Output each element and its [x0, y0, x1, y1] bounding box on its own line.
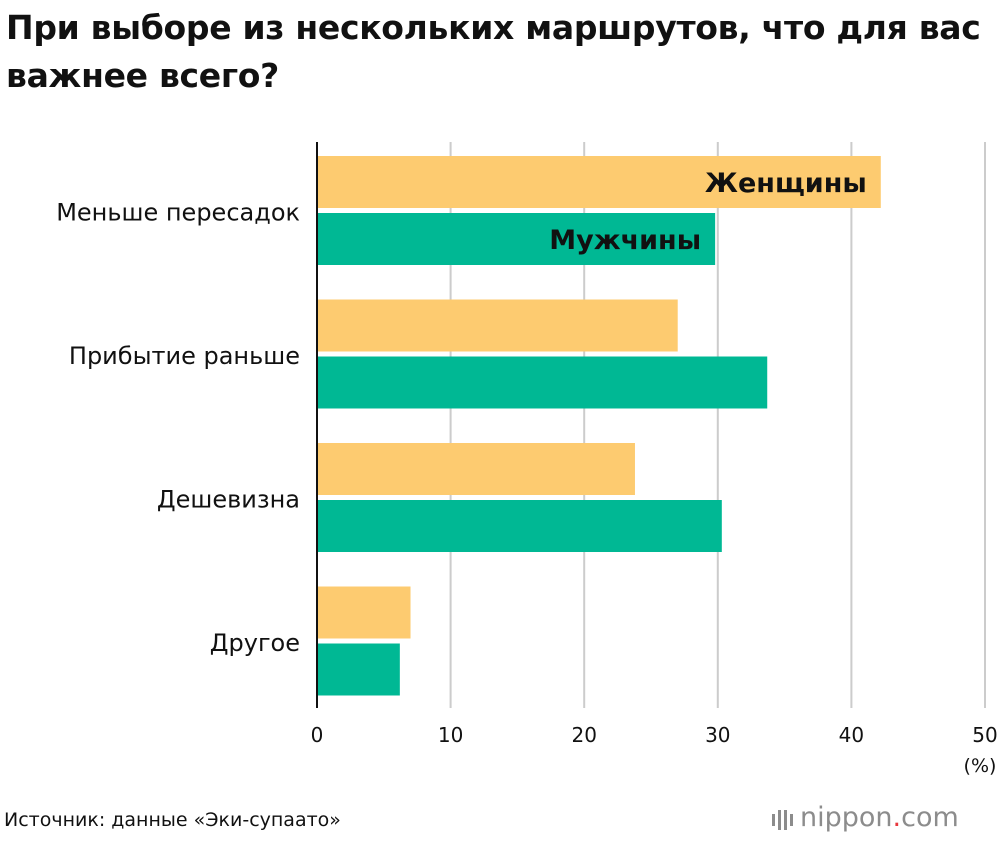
x-axis-ticks: 0 10 20 30 40 50	[311, 723, 998, 747]
chart-title: При выборе из нескольких маршрутов, что …	[6, 8, 981, 95]
bar	[317, 500, 722, 552]
x-tick-label: 30	[705, 723, 730, 747]
logo-dot: .	[892, 802, 902, 833]
source-note: Источник: данные «Эки-супаато»	[4, 809, 341, 831]
bar	[317, 156, 881, 208]
category-label: Дешевизна	[157, 486, 300, 514]
category-label: Меньше пересадок	[56, 199, 300, 227]
bar	[317, 586, 411, 639]
x-tick-label: 50	[972, 723, 997, 747]
bar	[317, 643, 400, 696]
series-label: Женщины	[705, 168, 867, 199]
category-label: Другое	[210, 629, 300, 657]
logo-name: nippon	[800, 802, 893, 833]
series-label: Мужчины	[549, 225, 701, 256]
category-label: Прибытие раньше	[69, 342, 300, 370]
bar	[317, 443, 635, 495]
x-tick-label: 20	[571, 723, 596, 747]
logo-icon	[772, 809, 793, 830]
nippon-logo: nippon.com	[772, 802, 998, 838]
logo-suffix: com	[901, 802, 959, 833]
category-labels: Меньше пересадок Прибытие раньше Дешевизна…	[56, 199, 300, 658]
x-axis-unit: (%)	[964, 755, 997, 777]
bar	[317, 213, 716, 265]
bar	[317, 299, 678, 352]
x-tick-label: 10	[438, 723, 463, 747]
bar	[317, 356, 768, 409]
x-tick-label: 0	[311, 723, 324, 747]
x-tick-label: 40	[839, 723, 864, 747]
